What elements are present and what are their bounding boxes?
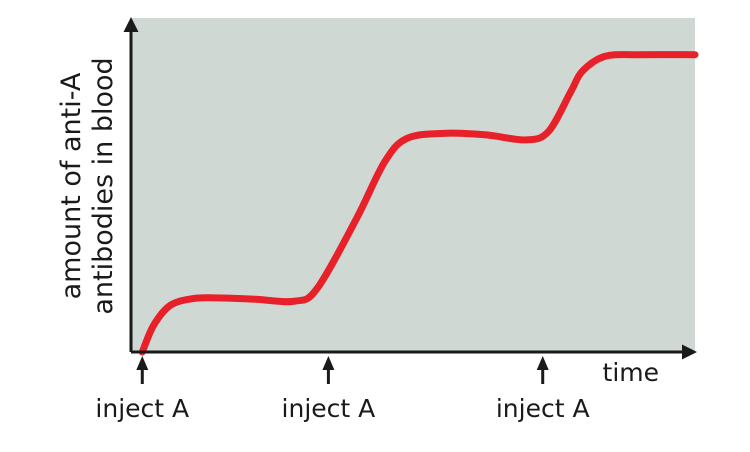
inject-label-0: inject A (95, 394, 189, 423)
inject-arrow-head-0 (136, 356, 149, 370)
y-axis-label-line-1: amount of anti-A (56, 72, 87, 299)
inject-label-2: inject A (496, 394, 590, 423)
annotations-layer: inject A inject A inject A (95, 356, 590, 423)
series-line-0 (138, 51, 699, 356)
series-layer (138, 51, 699, 356)
plot-background (131, 18, 695, 352)
x-axis-label: time (603, 358, 659, 387)
inject-arrow-head-1 (322, 356, 335, 370)
inject-label-1: inject A (282, 394, 376, 423)
inject-annotation-2: inject A (496, 356, 590, 423)
inject-annotation-0: inject A (95, 356, 189, 423)
inject-annotation-1: inject A (282, 356, 376, 423)
y-axis-label-line-2: antibodies in blood (88, 57, 119, 314)
inject-arrow-head-2 (536, 356, 549, 370)
